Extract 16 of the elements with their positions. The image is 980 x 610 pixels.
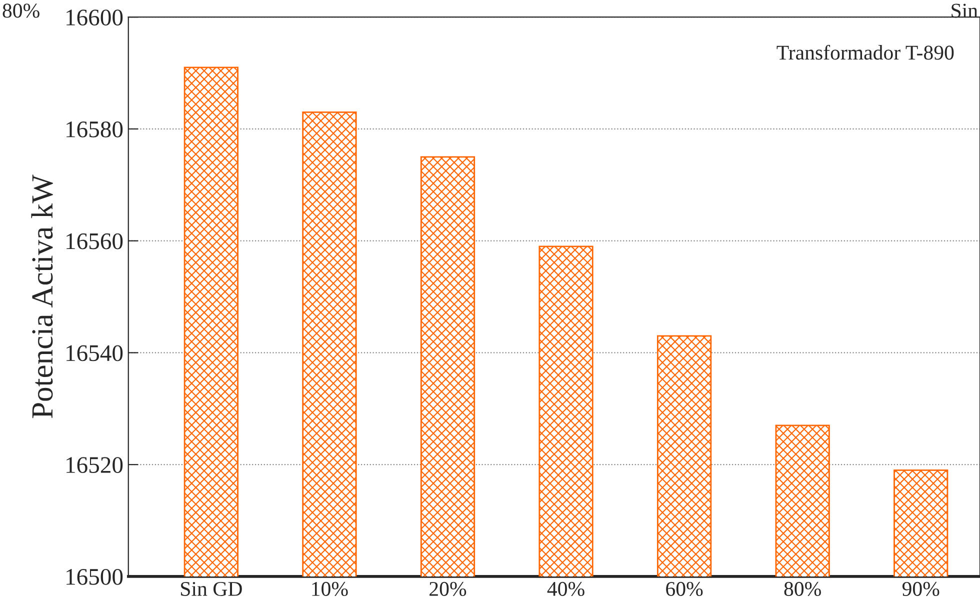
x-tick-label: Sin GD — [181, 582, 242, 596]
y-tick-label: 16580 — [66, 121, 123, 138]
x-tick-label: 60% — [666, 582, 703, 596]
y-tick-label: 16500 — [66, 568, 123, 585]
x-tick-label: 10% — [312, 582, 348, 596]
x-tick-label: 80% — [784, 582, 821, 596]
x-tick-label: 20% — [430, 582, 466, 596]
y-tick-label: 16540 — [66, 345, 123, 362]
y-tick-label: 16600 — [66, 10, 123, 26]
y-axis-title: Potencia Activa kW — [31, 174, 53, 418]
x-tick-label: 90% — [902, 582, 940, 596]
annotation: Transformador T-890 — [776, 44, 954, 60]
y-tick-label: 16560 — [66, 233, 123, 250]
text: 80% — [2, 4, 40, 18]
y-tick-label: 16520 — [66, 457, 123, 473]
x-tick-label: 40% — [547, 582, 584, 596]
